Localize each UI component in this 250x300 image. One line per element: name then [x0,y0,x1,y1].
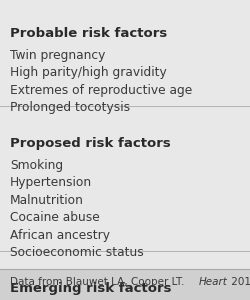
Text: Data from Blauwet LA, Cooper LT.: Data from Blauwet LA, Cooper LT. [10,277,187,287]
Text: Smoking: Smoking [10,159,63,172]
Text: Hypertension: Hypertension [10,176,92,189]
Text: Malnutrition: Malnutrition [10,194,84,207]
Text: African ancestry: African ancestry [10,229,110,242]
Text: 2011;: 2011; [227,277,250,287]
Text: Extremes of reproductive age: Extremes of reproductive age [10,84,192,97]
Text: Proposed risk factors: Proposed risk factors [10,137,170,150]
Text: Emerging risk factors: Emerging risk factors [10,282,171,295]
Text: Probable risk factors: Probable risk factors [10,27,166,40]
Text: Heart: Heart [198,277,227,287]
Text: Socioeconomic status: Socioeconomic status [10,246,143,259]
Text: Twin pregnancy: Twin pregnancy [10,49,105,62]
Text: Prolonged tocotysis: Prolonged tocotysis [10,101,130,114]
Text: Cocaine abuse: Cocaine abuse [10,211,100,224]
Bar [0,268,250,300]
Text: High parity/high gravidity: High parity/high gravidity [10,66,166,79]
